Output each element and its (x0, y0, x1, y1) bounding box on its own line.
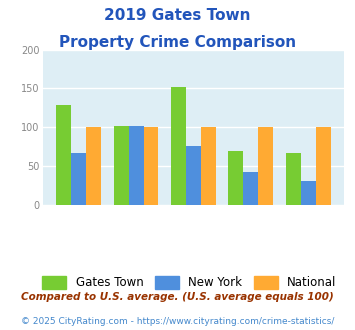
Legend: Gates Town, New York, National: Gates Town, New York, National (43, 276, 337, 289)
Bar (129, 126, 143, 205)
Text: Compared to U.S. average. (U.S. average equals 100): Compared to U.S. average. (U.S. average … (21, 292, 334, 302)
Bar (56, 105, 71, 205)
Bar (316, 127, 331, 205)
Text: Property Crime Comparison: Property Crime Comparison (59, 35, 296, 50)
Bar (229, 151, 244, 205)
Text: © 2025 CityRating.com - https://www.cityrating.com/crime-statistics/: © 2025 CityRating.com - https://www.city… (21, 317, 334, 326)
Bar (143, 127, 158, 205)
Text: 2019 Gates Town: 2019 Gates Town (104, 8, 251, 23)
Bar (301, 181, 316, 205)
Bar (201, 127, 216, 205)
Bar (171, 87, 186, 205)
Bar (71, 153, 86, 205)
Bar (258, 127, 273, 205)
Bar (86, 127, 101, 205)
Bar (286, 153, 301, 205)
Bar (186, 147, 201, 205)
Bar (114, 126, 129, 205)
Bar (244, 172, 258, 205)
